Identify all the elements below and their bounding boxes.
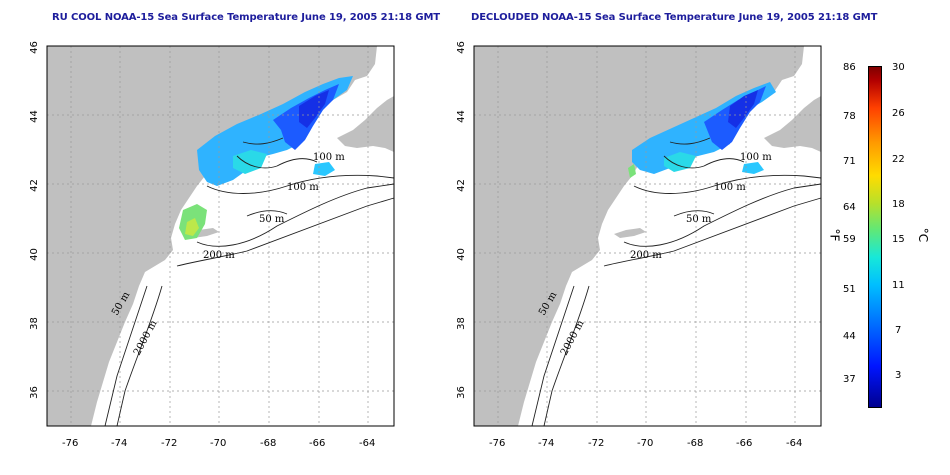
right-map-panel: 100 m 100 m 50 m 200 m 50 m 2000 m bbox=[473, 45, 822, 427]
left-lon-tick--66: -66 bbox=[309, 438, 326, 449]
left-lat-tick-44: 44 bbox=[28, 110, 40, 123]
right-lon-tick--76: -76 bbox=[489, 438, 506, 449]
right-lon-tick--70: -70 bbox=[637, 438, 654, 449]
right-lat-tick-36: 36 bbox=[455, 386, 467, 399]
contour-label-100m-a: 100 m bbox=[740, 152, 772, 163]
nova-scotia bbox=[337, 96, 394, 152]
contour-label-200m: 200 m bbox=[203, 250, 235, 261]
right-lon-tick--68: -68 bbox=[687, 438, 704, 449]
colorbar-f-37: 37 bbox=[843, 374, 856, 385]
right-lon-tick--74: -74 bbox=[538, 438, 555, 449]
contour-label-50m: 50 m bbox=[686, 214, 712, 225]
left-lon-tick--72: -72 bbox=[161, 438, 178, 449]
land-mass bbox=[47, 46, 377, 426]
sst-shoal bbox=[233, 150, 267, 174]
sst-warm-spot bbox=[185, 218, 199, 236]
contour-label-100m-b: 100 m bbox=[714, 182, 746, 193]
land-mass bbox=[474, 46, 804, 426]
sst-east-patch bbox=[313, 162, 335, 176]
left-lat-tick-42: 42 bbox=[28, 179, 40, 192]
right-lon-tick--66: -66 bbox=[736, 438, 753, 449]
colorbar-f-51: 51 bbox=[843, 284, 856, 295]
contour-label-50m: 50 m bbox=[259, 214, 285, 225]
right-lon-tick--64: -64 bbox=[786, 438, 803, 449]
sst-coldest bbox=[299, 90, 329, 128]
sst-shoal bbox=[664, 152, 696, 172]
left-lon-tick--70: -70 bbox=[210, 438, 227, 449]
colorbar-f-86: 86 bbox=[843, 62, 856, 73]
contour-label-100m-a: 100 m bbox=[313, 152, 345, 163]
left-lat-tick-46: 46 bbox=[28, 41, 40, 54]
left-lon-tick--64: -64 bbox=[359, 438, 376, 449]
left-map-panel: 100 m 100 m 50 m 200 m 50 m 2000 m bbox=[46, 45, 395, 427]
contour-label-200m: 200 m bbox=[630, 250, 662, 261]
sst-coldest bbox=[728, 90, 758, 128]
graticule bbox=[47, 46, 394, 426]
nova-scotia bbox=[764, 96, 821, 152]
colorbar-f-78: 78 bbox=[843, 111, 856, 122]
colorbar-c-18: 18 bbox=[892, 199, 905, 210]
colorbar-c-30: 30 bbox=[892, 62, 905, 73]
left-lat-tick-38: 38 bbox=[28, 317, 40, 330]
bathymetry-contours bbox=[531, 137, 822, 427]
bathymetry-contours bbox=[104, 137, 395, 427]
right-lat-tick-46: 46 bbox=[455, 41, 467, 54]
contour-label-100m-b: 100 m bbox=[287, 182, 319, 193]
colorbar-c-3: 3 bbox=[895, 370, 902, 381]
colorbar-c-11: 11 bbox=[892, 280, 905, 291]
graticule bbox=[474, 46, 821, 426]
sst-east-patch bbox=[742, 162, 764, 174]
sst-colorbar bbox=[868, 66, 882, 408]
left-lon-tick--68: -68 bbox=[260, 438, 277, 449]
sst-small-warm bbox=[628, 164, 636, 178]
colorbar-c-26: 26 bbox=[892, 108, 905, 119]
long-island bbox=[614, 228, 646, 238]
colorbar-f-59: 59 bbox=[843, 234, 856, 245]
left-lon-tick--74: -74 bbox=[111, 438, 128, 449]
colorbar-c-22: 22 bbox=[892, 154, 905, 165]
celsius-unit-label: °C bbox=[916, 227, 931, 243]
plot-frame bbox=[46, 45, 395, 427]
right-lat-tick-38: 38 bbox=[455, 317, 467, 330]
colorbar-c-7: 7 bbox=[895, 325, 902, 336]
colorbar-c-15: 15 bbox=[892, 234, 905, 245]
colorbar-f-71: 71 bbox=[843, 156, 856, 167]
right-lat-tick-42: 42 bbox=[455, 179, 467, 192]
right-lon-tick--72: -72 bbox=[588, 438, 605, 449]
right-panel-title: DECLOUDED NOAA-15 Sea Surface Temperatur… bbox=[471, 12, 878, 23]
left-panel-title: RU COOL NOAA-15 Sea Surface Temperature … bbox=[52, 12, 441, 23]
colorbar-f-64: 64 bbox=[843, 202, 856, 213]
fahrenheit-unit-label: °F bbox=[827, 228, 842, 242]
right-lat-tick-44: 44 bbox=[455, 110, 467, 123]
left-lon-tick--76: -76 bbox=[62, 438, 79, 449]
left-lat-tick-40: 40 bbox=[28, 248, 40, 261]
left-lat-tick-36: 36 bbox=[28, 386, 40, 399]
right-lat-tick-40: 40 bbox=[455, 248, 467, 261]
colorbar-f-44: 44 bbox=[843, 331, 856, 342]
plot-frame bbox=[473, 45, 822, 427]
